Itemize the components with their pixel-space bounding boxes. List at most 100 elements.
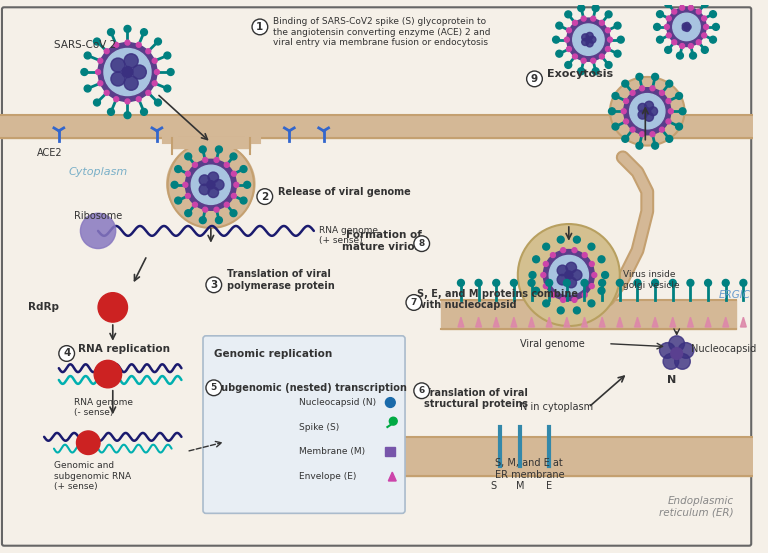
Circle shape <box>666 119 671 124</box>
Circle shape <box>612 123 619 130</box>
Text: Nucleocapsid: Nucleocapsid <box>691 343 756 353</box>
Circle shape <box>154 38 161 45</box>
Circle shape <box>108 29 114 35</box>
Circle shape <box>154 99 161 106</box>
Polygon shape <box>564 317 570 327</box>
Circle shape <box>722 279 729 286</box>
Circle shape <box>697 40 701 45</box>
Circle shape <box>185 210 192 217</box>
Circle shape <box>713 23 720 30</box>
Text: Cytoplasm: Cytoplasm <box>68 167 128 177</box>
Text: SARS-CoV 2: SARS-CoV 2 <box>54 40 116 50</box>
Polygon shape <box>670 317 676 327</box>
Circle shape <box>556 50 563 57</box>
Circle shape <box>644 101 654 110</box>
Circle shape <box>541 273 546 278</box>
Circle shape <box>561 298 565 302</box>
Circle shape <box>663 353 679 369</box>
Polygon shape <box>511 317 517 327</box>
Circle shape <box>630 127 635 132</box>
Circle shape <box>668 109 674 114</box>
Polygon shape <box>599 317 605 327</box>
Circle shape <box>257 189 273 205</box>
Text: (+ sense): (+ sense) <box>319 236 362 245</box>
Circle shape <box>666 98 671 103</box>
Circle shape <box>124 25 131 32</box>
Circle shape <box>679 108 686 114</box>
Circle shape <box>543 249 594 300</box>
Text: RNA genome: RNA genome <box>319 226 378 236</box>
Circle shape <box>164 85 170 92</box>
Circle shape <box>528 279 535 286</box>
Text: RdRp: RdRp <box>28 302 59 312</box>
Circle shape <box>389 417 397 425</box>
Circle shape <box>104 49 109 54</box>
Circle shape <box>527 71 542 87</box>
Polygon shape <box>723 317 729 327</box>
Circle shape <box>567 18 610 61</box>
Circle shape <box>77 431 100 455</box>
Circle shape <box>564 37 569 42</box>
Circle shape <box>185 153 192 160</box>
Circle shape <box>630 93 665 129</box>
Circle shape <box>234 182 239 187</box>
Text: Envelope (E): Envelope (E) <box>299 472 356 481</box>
Text: Binding of SARS-CoV2 spike (S) glycoprotein to
the angiotensin converting enzyme: Binding of SARS-CoV2 spike (S) glycoprot… <box>273 17 490 47</box>
Circle shape <box>124 112 131 118</box>
Text: Formation of
mature virion: Formation of mature virion <box>342 230 422 252</box>
Text: S, E, and M proteins combine
with nucleocapsid: S, E, and M proteins combine with nucleo… <box>417 289 578 310</box>
Circle shape <box>582 253 588 258</box>
Circle shape <box>667 33 671 38</box>
Polygon shape <box>634 317 641 327</box>
Circle shape <box>566 262 577 273</box>
Circle shape <box>622 135 629 142</box>
Circle shape <box>564 279 571 286</box>
Circle shape <box>146 90 151 95</box>
Circle shape <box>243 181 250 188</box>
Circle shape <box>231 171 237 176</box>
Circle shape <box>578 4 584 12</box>
Circle shape <box>572 298 577 302</box>
Circle shape <box>688 44 694 49</box>
Polygon shape <box>546 317 552 327</box>
Circle shape <box>598 288 605 294</box>
Circle shape <box>657 11 664 18</box>
Circle shape <box>676 123 683 130</box>
Circle shape <box>104 90 109 95</box>
Circle shape <box>81 69 88 75</box>
Circle shape <box>664 24 670 29</box>
Circle shape <box>167 69 174 75</box>
Circle shape <box>598 256 605 263</box>
Circle shape <box>701 1 708 7</box>
Circle shape <box>690 0 697 2</box>
FancyBboxPatch shape <box>203 336 405 513</box>
Circle shape <box>544 284 548 289</box>
Circle shape <box>605 61 612 69</box>
Text: 7: 7 <box>411 298 417 307</box>
Circle shape <box>136 43 141 48</box>
Circle shape <box>94 38 101 45</box>
Circle shape <box>546 279 553 286</box>
Circle shape <box>702 16 707 21</box>
Circle shape <box>98 43 157 101</box>
Circle shape <box>533 256 540 263</box>
Circle shape <box>591 16 596 21</box>
Circle shape <box>665 1 671 7</box>
Circle shape <box>581 279 588 286</box>
Text: Virus inside
golgi vesicle: Virus inside golgi vesicle <box>623 270 680 290</box>
Circle shape <box>640 132 644 137</box>
Text: 5: 5 <box>210 383 217 392</box>
Circle shape <box>644 112 654 121</box>
Polygon shape <box>458 317 464 327</box>
Circle shape <box>561 248 565 253</box>
Circle shape <box>84 85 91 92</box>
Circle shape <box>684 23 690 28</box>
Circle shape <box>652 279 658 286</box>
Circle shape <box>614 22 621 29</box>
Circle shape <box>207 181 215 189</box>
Circle shape <box>136 97 141 102</box>
Circle shape <box>676 92 683 100</box>
Circle shape <box>171 181 178 188</box>
Circle shape <box>511 279 518 286</box>
Text: S: S <box>490 481 496 491</box>
